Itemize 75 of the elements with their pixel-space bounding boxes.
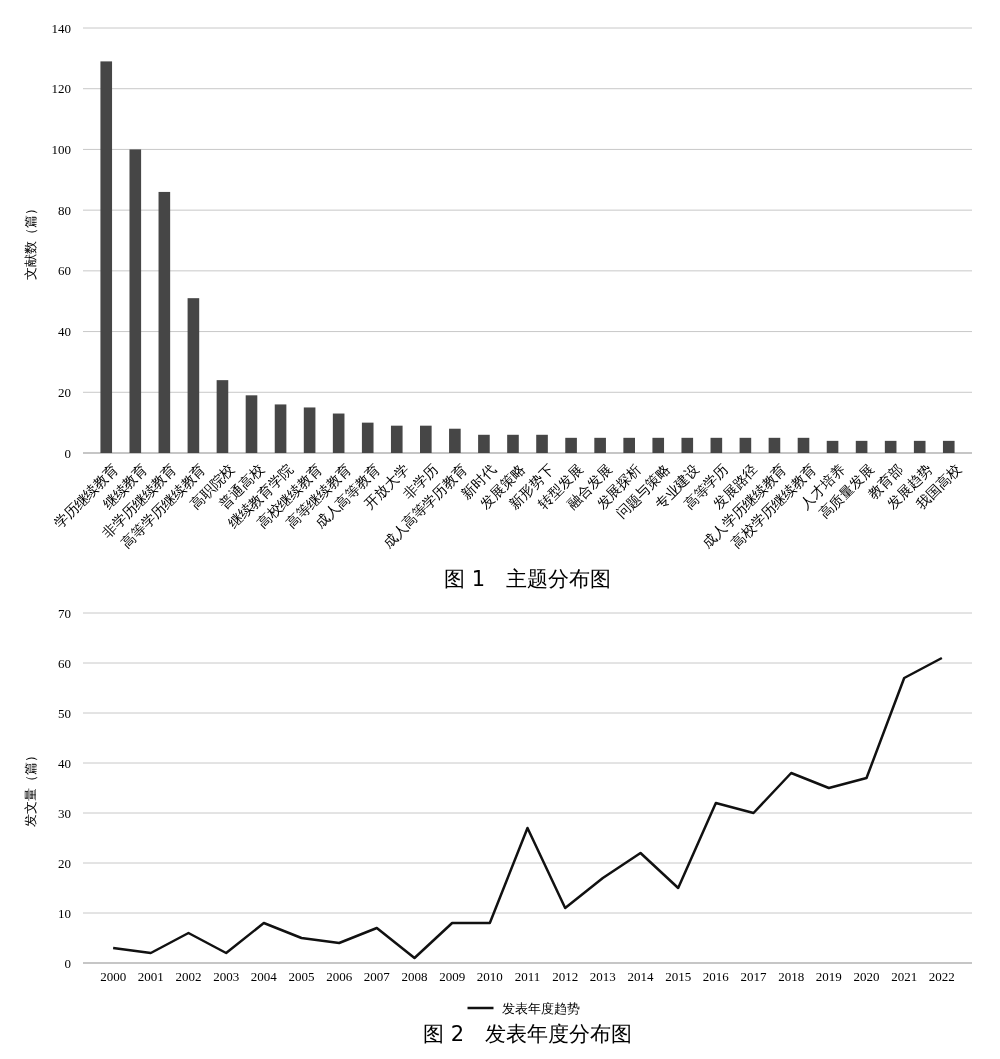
x-tick-label: 2006	[326, 969, 353, 984]
x-tick-label: 2019	[815, 969, 842, 984]
y-tick-label: 80	[58, 202, 71, 218]
x-tick-label: 2007	[363, 969, 391, 984]
bar	[739, 437, 752, 453]
bar	[913, 440, 926, 453]
y-tick-label: 60	[58, 263, 71, 279]
bar	[536, 434, 548, 453]
line-series	[111, 656, 944, 960]
x-tick-label: 2013	[589, 969, 616, 984]
y-tick-label: 100	[51, 141, 71, 157]
bar	[361, 422, 374, 453]
x-tick-label: 2022	[928, 969, 955, 984]
y-tick-label: 40	[58, 755, 71, 771]
x-tick-label: 2015	[665, 969, 692, 984]
bar	[507, 434, 519, 453]
y-tick-label: 0	[64, 955, 71, 971]
x-tick-label: 2000	[100, 969, 127, 984]
bar	[100, 61, 113, 453]
y-tick-label: 120	[51, 81, 71, 97]
y-tick-label: 140	[51, 20, 71, 36]
x-tick-label: 2005	[288, 969, 315, 984]
bar	[884, 440, 897, 453]
bar	[768, 437, 781, 453]
bar	[187, 298, 200, 453]
legend-label: 发表年度趋势	[501, 1000, 580, 1016]
x-tick-label: 2016	[702, 969, 730, 984]
bar	[594, 437, 606, 453]
bar	[420, 425, 432, 453]
x-tick-label: 2004	[250, 969, 278, 984]
bar	[478, 434, 490, 453]
x-tick-label: 2011	[514, 969, 541, 984]
bar	[245, 395, 258, 453]
bar	[826, 440, 839, 453]
y-tick-label: 20	[58, 384, 71, 400]
x-tick-label: 2010	[476, 969, 503, 984]
y-tick-label: 70	[58, 605, 71, 621]
bar	[158, 191, 171, 453]
y-axis-title: 发文量（篇）	[23, 749, 38, 827]
bar	[449, 428, 461, 453]
x-tick-label: 2009	[439, 969, 466, 984]
y-tick-label: 50	[58, 705, 71, 721]
y-tick-label: 10	[58, 905, 71, 921]
text: 图 1 主题分布图	[443, 567, 612, 591]
y-axis-title: 文献数（篇）	[23, 201, 38, 280]
x-tick-label: 2003	[213, 969, 240, 984]
text: 图 2 发表年度分布图	[422, 1022, 633, 1046]
bar	[942, 440, 955, 453]
bar	[216, 380, 229, 453]
x-tick-label: 2012	[552, 969, 579, 984]
bar	[710, 437, 723, 453]
y-tick-label: 60	[58, 655, 71, 671]
x-tick-label: 2017	[740, 969, 768, 984]
bar	[797, 437, 810, 453]
bar	[303, 407, 316, 453]
x-tick-label: 2014	[627, 969, 655, 984]
bar	[274, 404, 287, 453]
y-tick-label: 30	[58, 805, 71, 821]
bar	[623, 437, 635, 453]
bar	[332, 413, 345, 453]
x-tick-label: 2018	[778, 969, 805, 984]
bar	[855, 440, 868, 453]
bar	[390, 425, 403, 453]
y-tick-label: 40	[58, 324, 71, 340]
bar	[565, 437, 577, 453]
y-tick-label: 0	[64, 445, 71, 461]
y-tick-label: 20	[58, 855, 71, 871]
x-tick-label: 2021	[891, 969, 918, 984]
x-tick-label: 2001	[137, 969, 164, 984]
bar	[129, 149, 142, 453]
x-tick-label: 2020	[853, 969, 880, 984]
x-tick-label: 2008	[401, 969, 428, 984]
bar	[652, 437, 665, 453]
x-tick-label: 2002	[175, 969, 202, 984]
bar	[681, 437, 694, 453]
